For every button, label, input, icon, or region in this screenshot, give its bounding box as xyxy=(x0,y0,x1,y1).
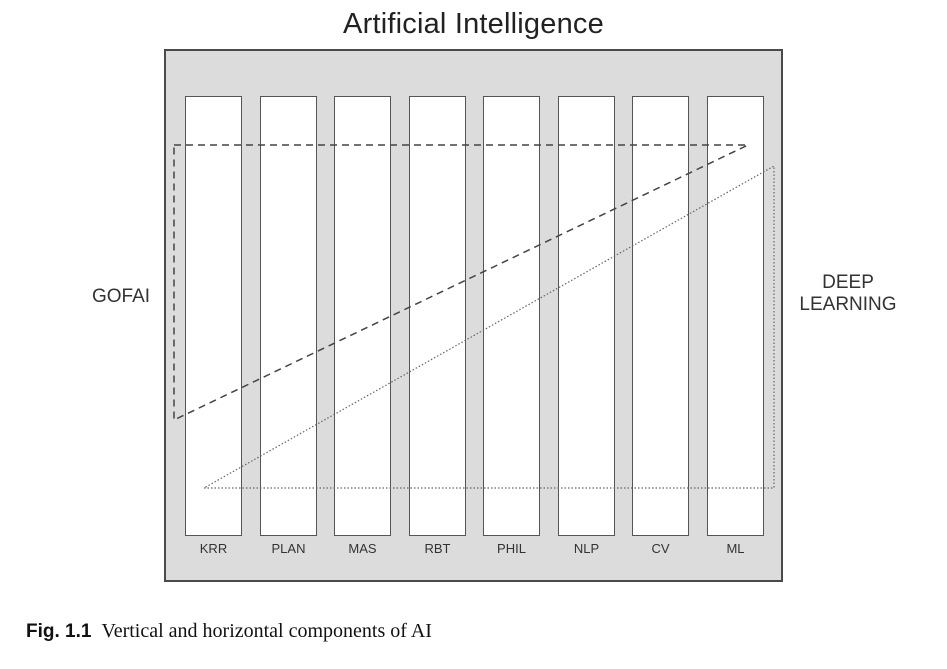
column-label-ml: ML xyxy=(726,541,745,556)
column-ml xyxy=(707,96,764,536)
caption-text: Vertical and horizontal components of AI xyxy=(101,620,432,642)
column-label-cv: CV xyxy=(651,541,670,556)
deep-learning-dotted-triangle xyxy=(201,164,775,489)
diagram-title: Artificial Intelligence xyxy=(343,8,604,40)
column-plan xyxy=(260,96,317,536)
column-rbt xyxy=(409,96,466,536)
gofai-dashed-triangle xyxy=(173,144,749,422)
column-label-plan: PLAN xyxy=(271,541,306,556)
column-nlp xyxy=(558,96,615,536)
figure-number: Fig. 1.1 xyxy=(26,621,92,642)
deep-learning-label-line1: DEEP xyxy=(822,272,874,293)
column-krr xyxy=(185,96,242,536)
deep-learning-label: DEEP LEARNING xyxy=(796,272,900,316)
gofai-label: GOFAI xyxy=(92,286,151,307)
column-phil xyxy=(483,96,540,536)
column-label-phil: PHIL xyxy=(497,541,526,556)
column-mas xyxy=(334,96,391,536)
column-label-nlp: NLP xyxy=(573,541,600,556)
column-label-rbt: RBT xyxy=(424,541,451,556)
column-label-mas: MAS xyxy=(348,541,377,556)
column-cv xyxy=(632,96,689,536)
column-label-krr: KRR xyxy=(199,541,228,556)
figure-caption: Fig. 1.1 Vertical and horizontal componen… xyxy=(26,620,432,643)
deep-learning-label-line2: LEARNING xyxy=(799,294,897,315)
